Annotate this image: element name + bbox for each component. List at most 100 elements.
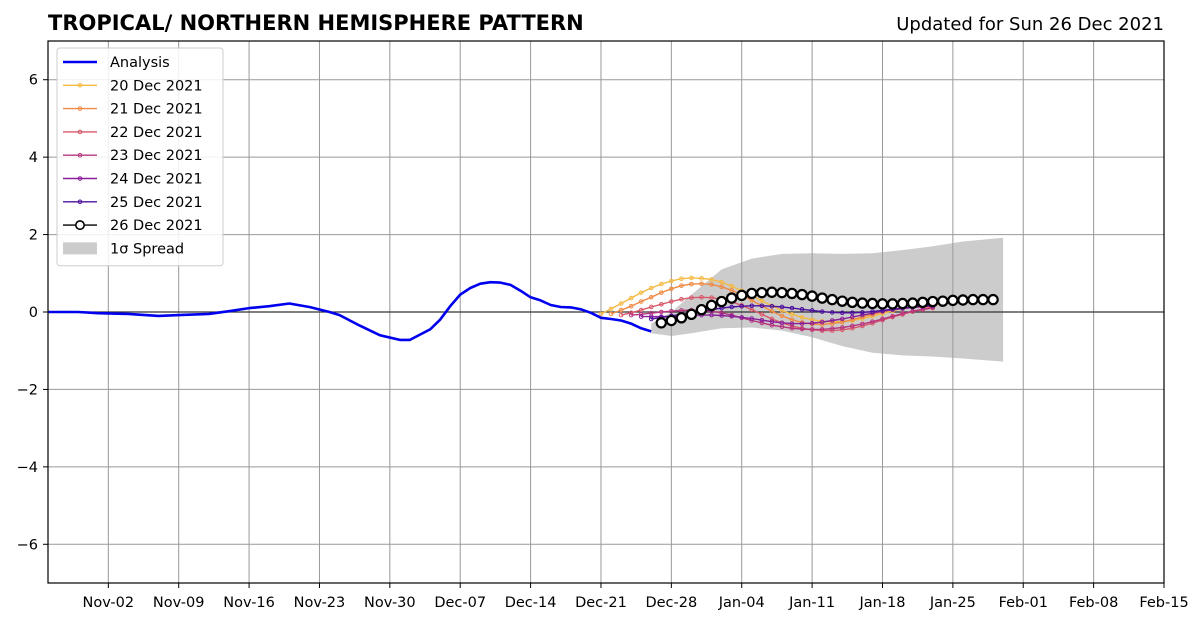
forecast-point <box>689 281 694 287</box>
forecast-point <box>658 281 664 287</box>
legend-label: 23 Dec 2021 <box>110 148 203 164</box>
forecast-point <box>685 308 698 321</box>
forecast-point <box>628 295 634 301</box>
forecast-point <box>766 286 778 298</box>
forecast-point <box>967 293 979 306</box>
forecast-point <box>816 292 828 304</box>
forecast-point <box>806 290 818 302</box>
y-tick-label: 4 <box>29 150 38 166</box>
forecast-point <box>850 310 855 316</box>
forecast-point <box>729 288 734 293</box>
forecast-point <box>759 312 765 317</box>
legend-swatch-marker <box>77 152 83 158</box>
forecast-point <box>658 301 664 307</box>
forecast-point <box>900 311 905 316</box>
forecast-point <box>886 298 899 310</box>
forecast-series <box>628 305 936 332</box>
forecast-point <box>866 297 879 310</box>
forecast-point <box>890 313 895 319</box>
forecast-point <box>715 295 728 308</box>
forecast-point <box>669 308 674 314</box>
forecast-point <box>655 317 667 329</box>
forecast-point <box>917 296 929 309</box>
forecast-point <box>679 283 684 288</box>
forecast-point <box>756 286 768 299</box>
forecast-point <box>779 320 785 326</box>
legend-swatch-marker <box>77 176 83 181</box>
forecast-point <box>618 307 624 313</box>
forecast-point <box>648 294 654 300</box>
forecast-point <box>746 287 758 300</box>
legend-label: 22 Dec 2021 <box>110 125 203 141</box>
legend-label: 26 Dec 2021 <box>110 218 203 234</box>
forecast-point <box>628 312 634 318</box>
forecast-point <box>809 320 815 326</box>
forecast-point <box>856 297 869 309</box>
forecast-point <box>638 312 644 317</box>
legend-entry-forecast: 23 Dec 2021 <box>63 148 203 164</box>
forecast-point <box>699 276 704 281</box>
forecast-point <box>669 299 674 304</box>
legend-entry-forecast: 22 Dec 2021 <box>63 125 203 141</box>
forecast-point <box>796 288 808 301</box>
y-tick-label: −2 <box>17 382 38 398</box>
chart-subtitle: Updated for Sun 26 Dec 2021 <box>896 14 1164 35</box>
forecast-point <box>839 319 845 325</box>
forecast-point <box>789 325 795 331</box>
legend-swatch-marker <box>77 83 83 88</box>
x-tick-label: Dec-14 <box>505 595 557 611</box>
legend-swatch-marker <box>77 129 83 135</box>
analysis-line <box>48 280 652 342</box>
chart-title: TROPICAL/ NORTHERN HEMISPHERE PATTERN <box>48 11 584 35</box>
forecast-point <box>850 314 855 320</box>
forecast-point <box>695 303 708 316</box>
forecast-point <box>799 315 805 320</box>
forecast-point <box>719 313 724 318</box>
forecast-point <box>709 282 714 287</box>
forecast-point <box>779 313 785 319</box>
legend-entry-forecast: 26 Dec 2021 <box>63 218 203 234</box>
forecast-point <box>789 321 795 326</box>
forecast-point <box>648 285 654 291</box>
legend-label: 21 Dec 2021 <box>110 102 203 118</box>
forecast-point <box>957 294 969 306</box>
forecast-point <box>719 284 724 290</box>
forecast-point <box>846 296 859 309</box>
forecast-point <box>937 295 949 307</box>
forecast-point <box>829 321 835 326</box>
y-tick-label: 0 <box>29 305 38 321</box>
forecast-point <box>638 307 644 313</box>
legend-label: Analysis <box>110 55 170 71</box>
forecast-point <box>819 327 825 332</box>
forecast-point <box>769 303 775 309</box>
forecast-point <box>776 286 788 299</box>
forecast-point <box>769 316 775 322</box>
forecast-point <box>749 303 755 309</box>
x-tick-label: Feb-08 <box>1069 595 1118 611</box>
forecast-point <box>839 316 845 322</box>
forecast-point <box>669 278 674 284</box>
forecast-point <box>608 311 614 317</box>
y-tick-label: 6 <box>29 73 38 89</box>
forecast-point <box>819 319 825 325</box>
forecast-point <box>759 303 765 309</box>
forecast-point <box>679 296 684 302</box>
forecast-point <box>658 309 664 315</box>
forecast-line <box>610 282 933 326</box>
legend-label: 25 Dec 2021 <box>110 195 203 211</box>
legend-entry-spread: 1σ Spread <box>63 241 184 257</box>
legend-box <box>56 47 224 267</box>
forecast-point <box>860 321 865 327</box>
forecast-point <box>638 314 644 319</box>
forecast-point <box>836 295 848 307</box>
legend-label: 20 Dec 2021 <box>110 78 203 94</box>
x-tick-label: Jan-11 <box>788 595 835 611</box>
forecast-point <box>759 317 765 323</box>
forecast-point <box>809 327 815 332</box>
forecast-point <box>947 294 959 307</box>
forecast-point <box>739 315 745 320</box>
plot-area: Nov-02 Nov-09 Nov-16 Nov-23 Nov-30 Dec-07 Dec-… <box>17 40 1189 611</box>
forecast-point <box>709 312 714 318</box>
forecast-point <box>638 299 644 304</box>
x-tick-label: Dec-07 <box>434 595 486 611</box>
